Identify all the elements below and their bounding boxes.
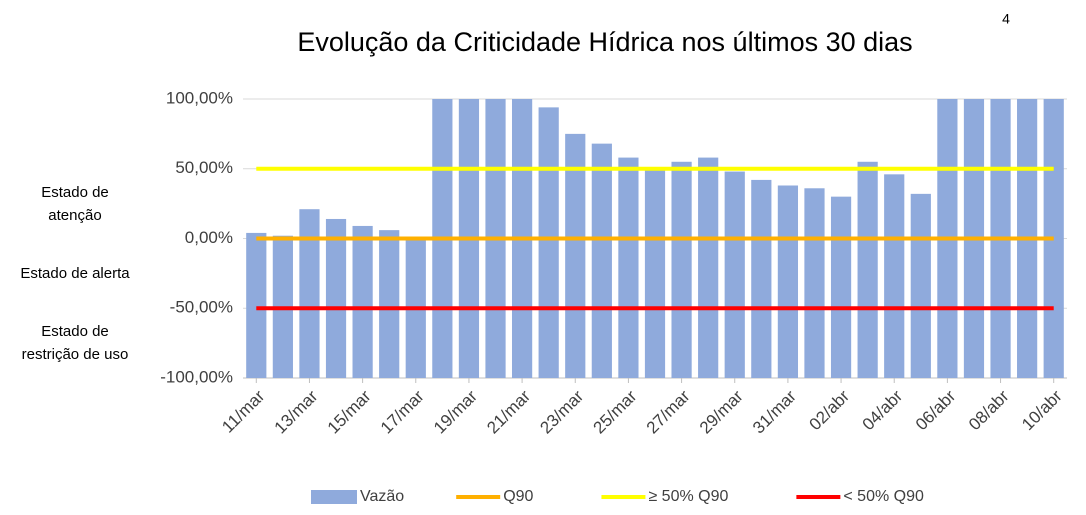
x-tick-label: 02/abr bbox=[806, 386, 854, 434]
bar bbox=[724, 171, 745, 378]
legend-label: ≥ 50% Q90 bbox=[648, 488, 728, 505]
y-tick-label: 50,00% bbox=[175, 158, 233, 177]
chart-title: Evolução da Criticidade Hídrica nos últi… bbox=[297, 27, 912, 57]
x-tick-label: 23/mar bbox=[536, 386, 587, 437]
x-tick-label: 13/mar bbox=[271, 386, 322, 437]
legend-label: < 50% Q90 bbox=[843, 488, 924, 505]
bar bbox=[884, 174, 905, 378]
x-tick-label: 08/abr bbox=[965, 386, 1013, 434]
x-tick-label: 11/mar bbox=[218, 386, 268, 436]
y-tick-label: -50,00% bbox=[170, 298, 233, 317]
title-note: 4 bbox=[1002, 11, 1010, 27]
zone-label: Estado de restrição de uso bbox=[21, 323, 129, 364]
bar bbox=[857, 161, 878, 378]
bar bbox=[751, 179, 772, 378]
y-tick-label: -100,00% bbox=[160, 367, 233, 386]
x-tick-label: 10/abr bbox=[1018, 386, 1066, 434]
bar bbox=[777, 185, 799, 378]
bar bbox=[618, 157, 639, 378]
bar bbox=[299, 209, 320, 378]
legend-label: Q90 bbox=[503, 488, 533, 505]
bar bbox=[246, 232, 267, 378]
x-tick-label: 21/mar bbox=[483, 386, 534, 437]
x-tick-label: 15/mar bbox=[324, 386, 375, 437]
bar bbox=[698, 157, 719, 378]
bar bbox=[830, 196, 852, 378]
bar bbox=[379, 230, 400, 378]
bar bbox=[671, 161, 692, 378]
x-tick-label: 25/mar bbox=[590, 386, 641, 437]
x-tick-label: 06/abr bbox=[912, 386, 960, 434]
legend-label: Vazão bbox=[360, 488, 404, 505]
bar bbox=[565, 133, 586, 378]
x-tick-label: 27/mar bbox=[643, 386, 694, 437]
bar bbox=[910, 193, 931, 378]
legend-swatch bbox=[311, 490, 357, 504]
zone-label: Estado de alerta bbox=[20, 264, 130, 282]
bar bbox=[538, 107, 559, 379]
zone-label: Estado de atenção bbox=[41, 183, 109, 224]
x-tick-label: 17/mar bbox=[377, 386, 428, 437]
x-tick-label: 29/mar bbox=[696, 386, 747, 437]
bar bbox=[644, 170, 666, 378]
y-tick-label: 100,00% bbox=[166, 88, 233, 107]
x-tick-label: 19/mar bbox=[430, 386, 481, 437]
y-tick-label: 0,00% bbox=[185, 228, 233, 247]
bar bbox=[325, 218, 347, 378]
bar bbox=[352, 225, 373, 378]
bar bbox=[804, 188, 825, 378]
bar bbox=[591, 143, 612, 378]
x-tick-label: 04/abr bbox=[859, 386, 907, 434]
x-tick-label: 31/mar bbox=[749, 386, 800, 437]
